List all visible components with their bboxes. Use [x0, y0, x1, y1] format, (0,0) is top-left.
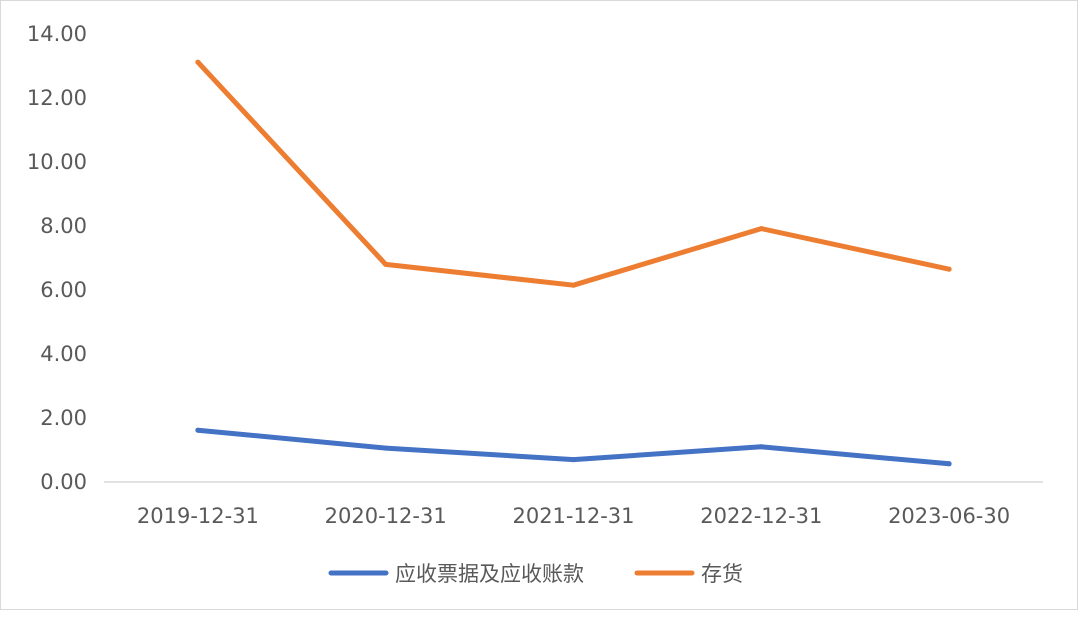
- series-2-point: [946, 266, 952, 272]
- series-1-point: [383, 445, 389, 451]
- x-tick-label: 2022-12-31: [700, 504, 822, 528]
- x-tick-label: 2023-06-30: [888, 504, 1010, 528]
- x-tick-label: 2019-12-31: [137, 504, 259, 528]
- y-tick-label: 2.00: [40, 406, 87, 430]
- series-2-point: [571, 282, 576, 288]
- legend: 应收票据及应收账款 存货: [328, 562, 743, 586]
- x-axis-labels: 2019-12-31 2020-12-31 2021-12-31 2022-12-31…: [137, 504, 1010, 528]
- y-tick-label: 6.00: [40, 278, 87, 302]
- series-line-2: [195, 59, 952, 288]
- y-axis-labels: 0.00 2.00 4.00 6.00 8.00 10.00 12.00 14.00: [27, 22, 87, 494]
- series-2-point: [195, 59, 201, 65]
- y-tick-label: 10.00: [27, 150, 87, 174]
- y-tick-label: 4.00: [40, 342, 87, 366]
- legend-label-1: 应收票据及应收账款: [395, 562, 584, 586]
- series-1-point: [758, 444, 764, 450]
- legend-label-2: 存货: [701, 562, 743, 586]
- y-tick-label: 14.00: [27, 22, 87, 46]
- y-tick-label: 12.00: [27, 86, 87, 110]
- x-tick-label: 2021-12-31: [512, 504, 634, 528]
- series-2-point: [383, 261, 389, 267]
- series-1-point: [946, 461, 952, 467]
- x-tick-label: 2020-12-31: [325, 504, 447, 528]
- series-lines: [195, 59, 952, 467]
- y-tick-label: 0.00: [40, 470, 87, 494]
- y-tick-label: 8.00: [40, 214, 87, 238]
- series-1-point: [571, 457, 576, 463]
- series-1-point: [195, 427, 201, 433]
- series-2-point: [758, 226, 764, 232]
